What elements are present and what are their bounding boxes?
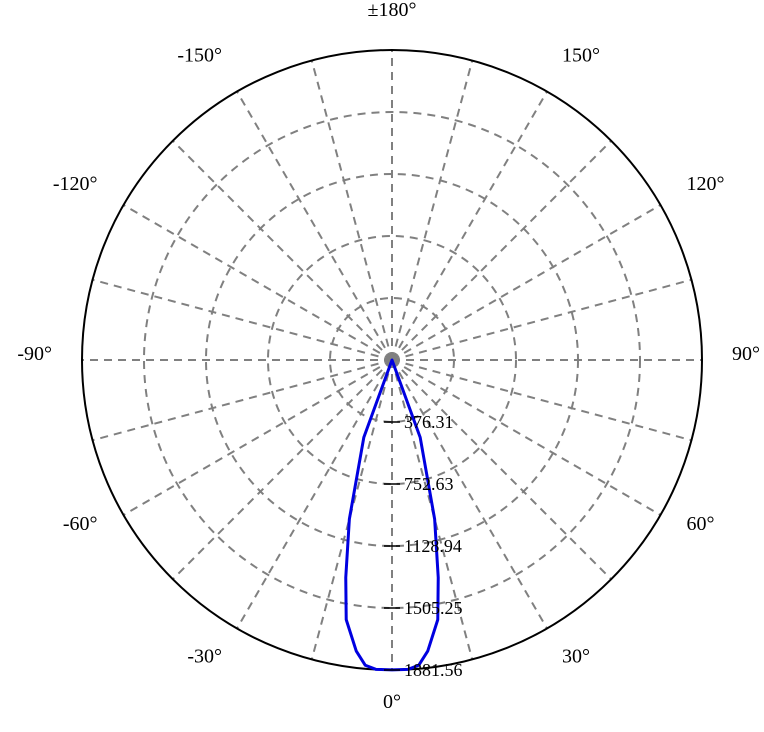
angle-label: 90° [732,343,760,365]
ring-label: 1505.25 [404,598,463,618]
angle-label: 60° [686,513,714,535]
angle-label: 0° [383,691,401,713]
angle-label: -120° [53,173,98,195]
angle-label: -30° [187,645,222,667]
angle-label: -90° [17,343,52,365]
angle-label: 120° [686,173,724,195]
angle-label: -150° [177,45,222,67]
angle-label: ±180° [368,0,417,21]
ring-label: 1128.94 [404,536,462,556]
angle-label: 30° [562,645,590,667]
angle-label: 150° [562,45,600,67]
ring-label: 752.63 [404,474,454,494]
angle-label: -60° [63,513,98,535]
polar-chart: 376.31 752.63 1128.94 1505.25 1881.56 ±180° -1… [0,0,764,732]
ring-label: 376.31 [404,412,454,432]
ring-label: 1881.56 [404,660,463,680]
